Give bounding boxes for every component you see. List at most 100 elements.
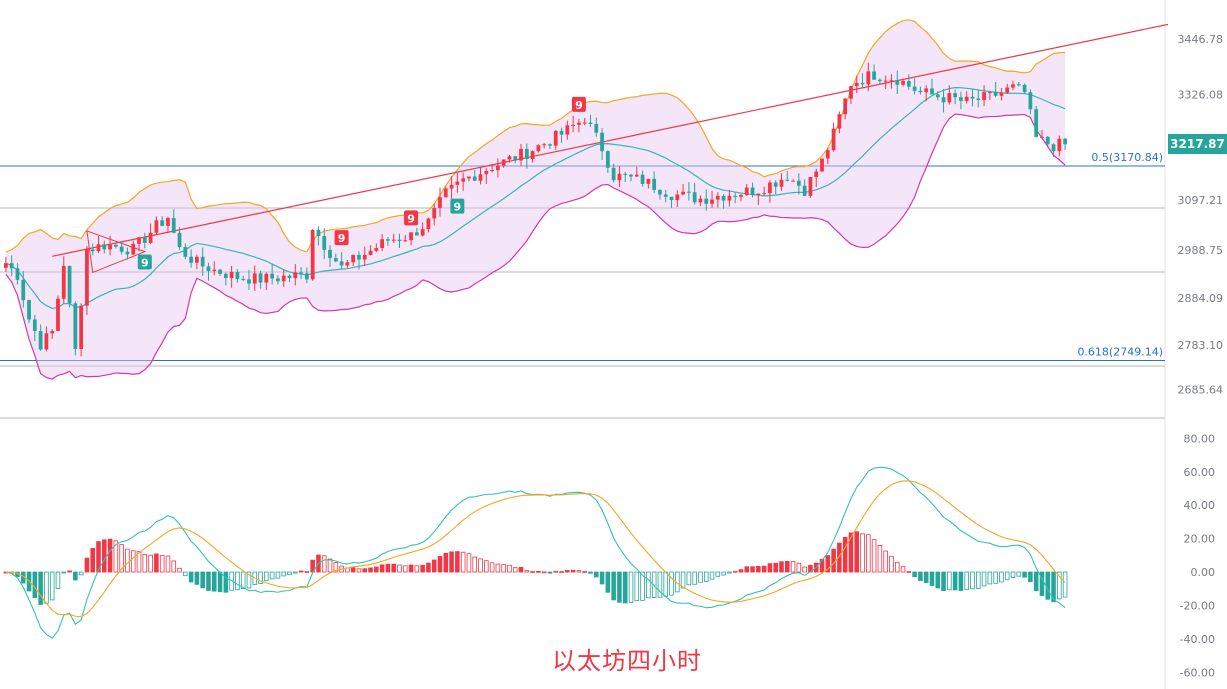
macd-hist-bar [970,571,975,590]
candle [1040,129,1044,139]
macd-hist-bar [929,571,935,586]
macd-hist-bar [993,571,998,584]
macd-hist-bar [32,571,38,599]
candle-body [484,171,489,175]
macd-hist-bar [593,571,599,578]
candle-body [362,254,367,260]
candle [1051,143,1056,158]
macd-hist-bar [1004,571,1010,581]
candle-body [67,265,72,304]
candle-body [426,218,431,230]
candle [976,90,981,108]
macd-hist-bar [402,565,408,573]
macd-hist-bar [183,571,188,577]
price-tick-label: 2988.75 [1178,244,1224,257]
td-marker-label: 9 [338,232,346,245]
td-marker-label: 9 [575,99,583,112]
candle [189,249,193,268]
macd-hist-bar [460,551,466,573]
candle-body [304,273,309,280]
macd-hist-bar [599,571,605,585]
candle [524,143,529,169]
candle-body [918,90,923,93]
candle-body [1005,87,1010,93]
candle [1063,137,1067,151]
candle [843,97,848,120]
td-marker-box [404,210,419,226]
macd-hist-bar [327,558,333,573]
candle [56,295,60,332]
candle-body [235,271,240,279]
candle-body [513,156,518,161]
candle [924,85,929,102]
candle-body [802,185,807,196]
macd-tick-label: 60.00 [1184,466,1216,479]
candle [513,155,518,164]
candle-body [195,256,199,263]
macd-hist-bar [235,571,240,591]
candle [675,190,680,207]
bb-upper-line [5,19,1066,253]
candle-body [675,194,680,201]
candle-body [889,80,894,82]
macd-hist-bar [125,548,130,573]
candle-body [229,271,234,278]
candle-body [750,187,755,195]
candle-body [391,239,396,241]
candle-body [796,180,801,186]
macd-hist-bar [692,571,697,585]
candle-body [1022,84,1027,93]
candle [611,163,616,183]
candle-body [791,180,795,182]
candle [1057,135,1062,157]
macd-hist-bar [877,545,883,573]
macd-hist-bar [130,550,136,573]
candle [600,128,604,160]
macd-hist-bar [651,571,657,598]
candle-body [414,232,419,236]
candle-body [397,239,402,242]
td-marker-box [450,198,465,214]
candle [681,183,685,196]
macd-hist-bar [484,560,489,573]
candle-body [166,218,170,226]
candle-body [310,230,315,280]
candle-body [756,193,761,195]
candle [229,265,234,288]
candle-body [1028,92,1033,110]
macd-hist-bar [750,566,755,573]
macd-hist-bar [501,564,506,573]
candle [32,314,37,342]
macd-hist-bar [426,562,431,573]
macd-tick-label: -20.00 [1180,599,1215,612]
candle [90,243,95,256]
candle [999,88,1004,101]
macd-hist-bar [582,571,587,573]
candle [571,115,576,133]
candle-body [785,179,790,181]
candle-body [44,333,49,350]
candle-body [565,125,570,135]
candle-body [588,122,593,124]
candle-body [206,266,211,272]
candle [73,301,78,356]
candle [588,114,593,127]
candle-body [328,249,332,259]
macd-hist-bar [588,571,593,574]
candle-body [258,273,263,283]
candle-body [90,249,95,252]
candle [44,326,49,352]
candle-body [73,303,78,349]
candle [947,85,952,105]
candle-body [739,194,743,197]
candle [594,117,599,137]
macd-dea-line [5,480,1066,618]
candle [357,251,361,270]
macd-hist-bar [1010,571,1016,578]
macd-hist-bar [918,571,923,582]
candle-body [883,80,888,82]
candle [883,75,888,89]
candle-body [380,239,384,249]
candle [658,189,662,200]
macd-hist-bar [374,566,379,573]
